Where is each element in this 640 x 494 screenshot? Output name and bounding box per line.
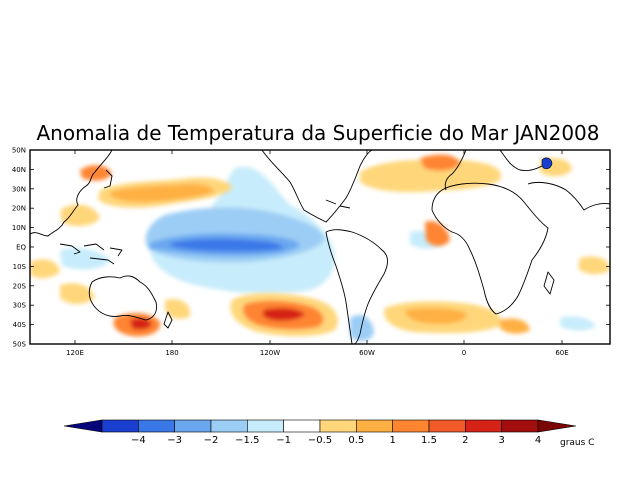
south-atlantic-warm-band [30,221,610,334]
lon-label: 120E [66,349,84,357]
colorbar-segment [428,419,466,433]
lat-label: 30N [12,185,26,193]
map-frame [29,149,611,345]
colorbar-tick-label: −2 [204,435,219,446]
colorbar-segment [392,419,430,433]
caribbean-islands [325,199,351,209]
colorbar [63,419,577,433]
colorbar-tick-label: 4 [535,435,541,446]
colorbar-units: graus C [560,438,594,448]
lat-label: 50S [13,341,27,349]
indonesia-islands [59,243,123,265]
colorbar-segment [319,419,357,433]
colorbar-segment [283,419,321,433]
colorbar-tick-label: −1.5 [235,435,259,446]
colorbar-segment [501,419,539,433]
colorbar-segment [247,419,284,433]
coastlines [30,150,610,344]
colorbar-segment [356,419,393,433]
south-pacific-warm-pool [230,293,338,337]
caspian-sea [541,157,553,170]
lat-label: 20N [12,205,26,213]
lat-label: 10N [12,224,26,232]
australia-coastline [88,275,157,321]
colorbar-tick-label: −3 [167,435,182,446]
lat-label: 30S [13,302,27,310]
lon-label: 60W [359,349,375,357]
colorbar-tick-label: 3 [498,435,504,446]
colorbar-tick-label: −4 [131,435,146,446]
lat-label: 10S [13,263,27,271]
lon-label: 60E [555,349,568,357]
map-area [30,150,610,344]
colorbar-arrow-min [63,419,103,433]
lat-label: 50N [12,147,26,155]
north-pacific-warm-band [60,165,232,227]
lon-label: 180 [165,349,178,357]
lat-label: EQ [16,244,26,252]
lon-label: 0 [462,349,466,357]
colorbar-labels: −4 −3 −2 −1.5 −1 −0.5 0.5 1 1.5 2 3 4 [131,435,541,446]
equatorial-pacific-cold-tongue [150,233,300,256]
colorbar-tick-label: 1 [389,435,395,446]
colorbar-tick-label: 1.5 [421,435,437,446]
colorbar-tick-label: −0.5 [308,435,332,446]
colorbar-tick-label: −1 [276,435,291,446]
madagascar-coastline [543,271,555,295]
asia-coastline [30,150,113,237]
colorbar-segment [101,419,139,433]
colorbar-segment [138,419,175,433]
latitude-labels: 50N 40N 30N 20N 10N EQ 10S 20S 30S 40S 5… [12,147,27,349]
colorbar-tick-label: 2 [462,435,468,446]
europe-coastline [444,150,549,191]
lon-label: 120W [260,349,280,357]
colorbar-segment [465,419,502,433]
map-title: Anomalia de Temperatura da Superficie do… [36,121,599,145]
japan-islands [103,169,113,189]
lat-label: 40S [13,321,27,329]
south-america-coastline [325,229,388,344]
arabia-coastline [527,181,610,211]
longitude-labels: 120E 180 120W 60W 0 60E [66,349,569,357]
colorbar-arrow-max [537,419,577,433]
new-zealand-coastline [163,311,173,329]
colorbar-segment [174,419,212,433]
colorbar-segment [210,419,248,433]
colorbar-tick-label: 0.5 [348,435,364,446]
africa-coastline [431,182,549,315]
lat-label: 40N [12,166,26,174]
anomaly-shading [30,154,610,341]
lat-label: 20S [13,282,27,290]
north-america-coastline [261,150,373,223]
